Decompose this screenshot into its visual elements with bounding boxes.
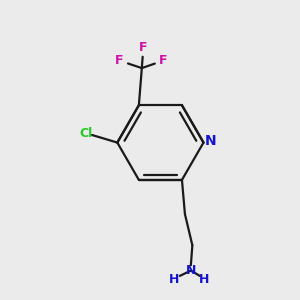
Text: F: F (139, 41, 148, 54)
Text: H: H (169, 273, 180, 286)
Text: H: H (199, 273, 209, 286)
Text: F: F (115, 54, 124, 67)
Text: N: N (186, 264, 196, 277)
Text: N: N (205, 134, 217, 148)
Text: F: F (159, 54, 167, 67)
Text: Cl: Cl (80, 127, 93, 140)
